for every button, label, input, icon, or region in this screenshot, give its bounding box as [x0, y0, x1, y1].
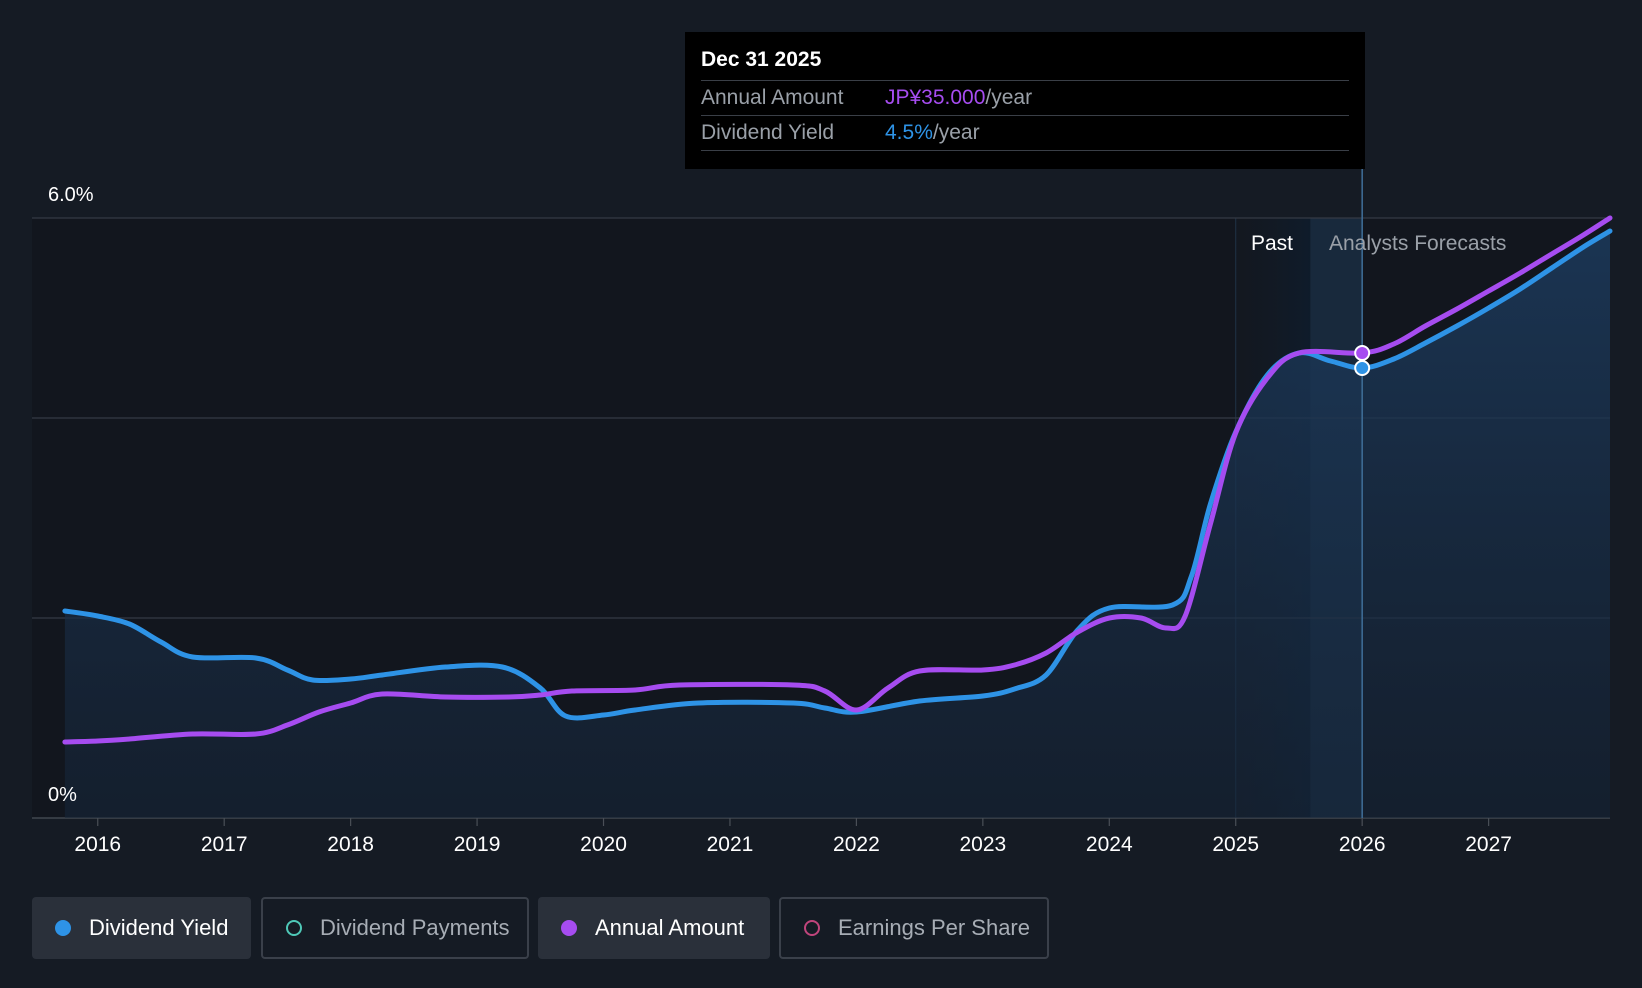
dividend-payments-ring-icon: [286, 920, 302, 936]
annual-amount-line: [62, 215, 1613, 745]
x-tick-label: 2019: [454, 833, 501, 856]
y-tick-label-bottom: 0%: [48, 784, 77, 806]
x-tick-label: 2022: [833, 833, 880, 856]
x-tick-label: 2026: [1339, 833, 1386, 856]
x-tick-label: 2023: [959, 833, 1006, 856]
tooltip-label: Annual Amount: [701, 86, 844, 109]
x-tick-label: 2017: [201, 833, 248, 856]
tooltip-date: Dec 31 2025: [701, 44, 1349, 81]
dividend-yield-dot-icon: [55, 920, 71, 936]
tooltip-unit: /year: [932, 121, 980, 144]
annual-amount-dot-icon: [561, 920, 577, 936]
earnings-per-share-ring-icon: [804, 920, 820, 936]
legend-label: Dividend Payments: [320, 915, 510, 940]
series-lines: [62, 215, 1613, 745]
yield-area: [64, 231, 1610, 818]
legend-dividend-payments[interactable]: Dividend Payments: [261, 897, 529, 959]
legend-label: Annual Amount: [595, 915, 745, 940]
x-tick-label: 2025: [1212, 833, 1259, 856]
point-markers: [1354, 345, 1371, 376]
dividend-yield-line: [62, 228, 1613, 721]
legend-earnings-per-share[interactable]: Earnings Per Share: [779, 897, 1049, 959]
past-region-label: Past: [1251, 232, 1293, 255]
tooltip-label: Dividend Yield: [701, 121, 835, 144]
legend-label: Earnings Per Share: [838, 915, 1030, 940]
tooltip-value: JP¥35.000: [885, 86, 986, 109]
legend-dividend-yield[interactable]: Dividend Yield: [32, 897, 251, 959]
y-tick-label-top: 6.0%: [48, 184, 94, 206]
tooltip-row-dividend-yield: Dividend Yield 4.5%/year: [701, 116, 1349, 151]
x-axis: 2016 2017 2018 2019 2020 2021 2022 2023 2024 2025…: [74, 818, 1512, 856]
x-tick-label: 2024: [1086, 833, 1133, 856]
tooltip: Dec 31 2025 Annual Amount JP¥35.000/year …: [685, 32, 1365, 169]
x-tick-label: 2016: [74, 833, 121, 856]
tooltip-row-annual-amount: Annual Amount JP¥35.000/year: [701, 81, 1349, 116]
x-tick-label: 2018: [327, 833, 374, 856]
dividend-yield-marker: [1354, 360, 1371, 376]
forecast-region-label: Analysts Forecasts: [1329, 232, 1506, 255]
legend-annual-amount[interactable]: Annual Amount: [538, 897, 770, 959]
x-tick-label: 2021: [707, 833, 754, 856]
x-tick-label: 2027: [1465, 833, 1512, 856]
tooltip-unit: /year: [985, 86, 1033, 109]
annual-amount-marker: [1354, 345, 1371, 361]
legend-label: Dividend Yield: [89, 915, 229, 940]
x-tick-label: 2020: [580, 833, 627, 856]
tooltip-value: 4.5%: [885, 121, 933, 144]
dividend-yield-area: [64, 231, 1610, 818]
